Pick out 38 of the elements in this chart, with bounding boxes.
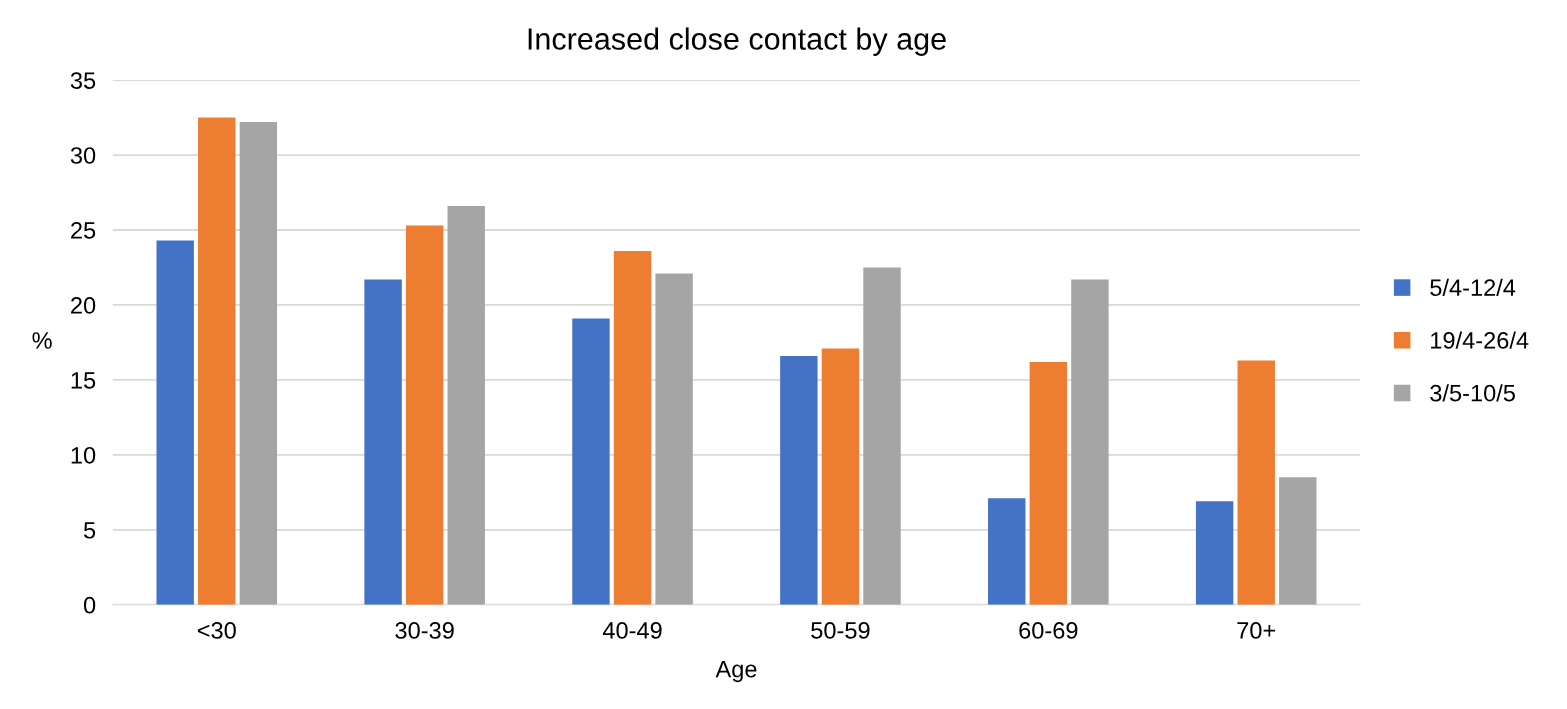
- bar: [1195, 501, 1234, 605]
- x-tick-label: <30: [197, 622, 236, 639]
- x-tick-label: 50-59: [811, 622, 870, 639]
- bar: [572, 318, 610, 605]
- x-tick-label: 60-69: [1019, 622, 1078, 639]
- x-tick-label: 40-49: [602, 622, 662, 639]
- chart-title: Increased close contact by age: [528, 27, 946, 56]
- bar: [405, 225, 444, 605]
- y-tick-label: 15: [71, 372, 96, 389]
- legend-label: 5/4-12/4: [1430, 278, 1516, 297]
- bar: [863, 267, 901, 605]
- y-tick-label: 10: [71, 446, 96, 464]
- legend-label: 3/5-10/5: [1430, 384, 1515, 402]
- bar: [780, 355, 818, 605]
- bar: [364, 279, 402, 605]
- bar: [239, 122, 278, 605]
- y-tick-label: 5: [83, 522, 96, 539]
- legend-label: 19/4-26/4: [1431, 331, 1529, 349]
- x-axis-title: Age: [715, 660, 757, 683]
- bar: [1279, 477, 1317, 605]
- bar: [1237, 360, 1275, 605]
- y-tick-label: 25: [71, 222, 96, 239]
- bar: [1071, 279, 1109, 605]
- bar: [447, 206, 485, 605]
- y-tick-label: 0: [83, 596, 96, 614]
- y-tick-label: 35: [70, 72, 96, 89]
- bar: [655, 273, 693, 605]
- x-tick-label: 70+: [1237, 622, 1276, 639]
- bar: [198, 117, 236, 605]
- y-tick-label: 20: [71, 297, 96, 314]
- bar: [988, 498, 1026, 605]
- bar: [821, 348, 860, 605]
- y-axis-title: %: [32, 332, 52, 349]
- bar: [1029, 361, 1068, 605]
- bar: [156, 240, 194, 605]
- x-tick-label: 30-39: [395, 622, 454, 639]
- bar: [613, 251, 652, 605]
- y-tick-label: 30: [70, 147, 96, 164]
